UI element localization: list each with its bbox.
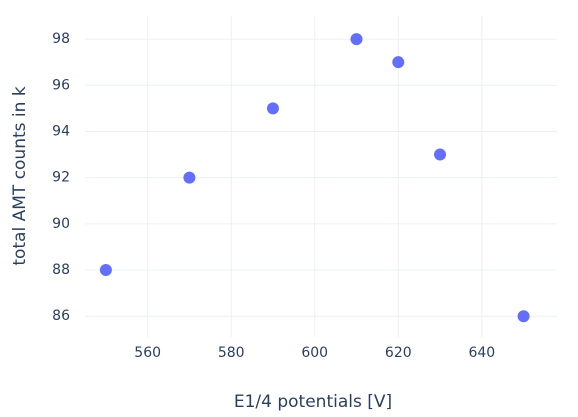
x-axis-title: E1/4 potentials [V] xyxy=(234,392,392,412)
point xyxy=(266,102,279,115)
point xyxy=(434,148,447,161)
point xyxy=(183,171,196,184)
y-axis-title: total AMT counts in k xyxy=(10,86,30,265)
y-tick-label: 98 xyxy=(52,31,70,47)
point xyxy=(99,264,112,277)
y-tick-label: 94 xyxy=(52,123,70,139)
y-tick-label: 90 xyxy=(52,216,70,232)
x-tick-label: 620 xyxy=(385,345,412,361)
x-tick-label: 600 xyxy=(301,345,328,361)
y-tick-label: 88 xyxy=(52,262,70,278)
y-tick-label: 92 xyxy=(52,170,70,186)
x-tick-label: 640 xyxy=(468,345,495,361)
x-tick-label: 580 xyxy=(218,345,245,361)
y-tick-label: 96 xyxy=(52,77,70,93)
y-tick-label: 86 xyxy=(52,308,70,324)
point xyxy=(350,33,363,46)
point xyxy=(392,56,405,69)
point xyxy=(517,310,530,323)
x-tick-label: 560 xyxy=(134,345,161,361)
